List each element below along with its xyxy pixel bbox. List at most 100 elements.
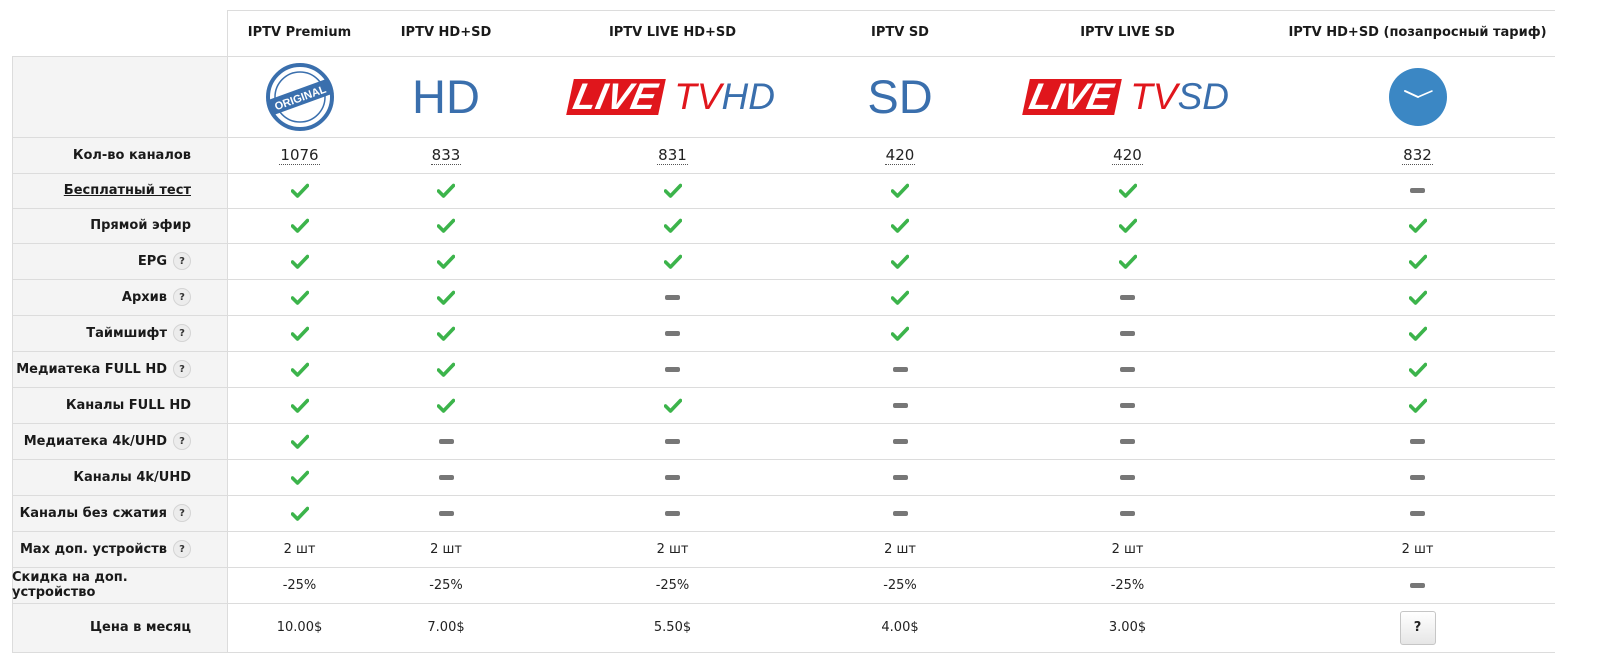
- plan-header: IPTV SD: [871, 25, 929, 40]
- discount-value: -25%: [655, 577, 690, 593]
- channel-count-link[interactable]: 831: [657, 145, 688, 165]
- feature-cell: [227, 387, 372, 423]
- check-icon: [891, 254, 909, 269]
- dash-icon: [1410, 188, 1425, 193]
- channel-count-link[interactable]: 420: [884, 145, 916, 165]
- check-icon: [1118, 218, 1137, 233]
- max-devices-cell: 2 шт: [520, 531, 825, 567]
- check-icon: [1408, 218, 1427, 233]
- row-divider: [12, 279, 1555, 280]
- price-value: 10.00$: [276, 620, 323, 635]
- help-icon[interactable]: ?: [173, 324, 191, 342]
- price-request-button[interactable]: ?: [1399, 610, 1436, 645]
- max-devices-cell: 2 шт: [825, 531, 975, 567]
- plan-logo: [1280, 56, 1555, 137]
- check-icon: [437, 326, 455, 341]
- feature-cell: [372, 173, 520, 208]
- help-icon[interactable]: ?: [173, 540, 191, 558]
- row-divider: [12, 603, 1555, 604]
- discount-cell: -25%: [227, 567, 372, 603]
- row-label-feature: Медиатека 4k/UHD?: [12, 423, 191, 459]
- tv-text: TV: [1130, 76, 1178, 117]
- price-cell: 10.00$: [227, 603, 372, 652]
- dash-icon: [1120, 330, 1135, 336]
- discount-value: -25%: [429, 577, 463, 593]
- dash-icon: [1120, 438, 1135, 444]
- discount-value: -25%: [1110, 577, 1145, 593]
- dash-icon: [1410, 438, 1425, 444]
- channels-cell: 833: [372, 137, 520, 173]
- check-icon: [1118, 183, 1137, 198]
- row-divider: [12, 423, 1555, 424]
- free-test-link-text[interactable]: Бесплатный тест: [63, 183, 191, 198]
- sd-logo: SD: [867, 70, 933, 123]
- check-icon: [891, 326, 909, 341]
- max-devices-cell: 2 шт: [372, 531, 520, 567]
- row-label-feature: Каналы 4k/UHD: [12, 459, 191, 495]
- channel-count-link[interactable]: 420: [1112, 145, 1143, 165]
- row-label-feature: Медиатека FULL HD?: [12, 351, 191, 387]
- check-icon: [437, 254, 455, 269]
- row-label-feature: Каналы FULL HD: [12, 387, 191, 423]
- check-icon: [663, 183, 682, 198]
- dash-icon: [892, 510, 908, 516]
- dash-icon: [1120, 510, 1135, 516]
- check-icon: [891, 218, 909, 233]
- plan-header: IPTV HD+SD: [400, 25, 492, 40]
- check-icon: [1408, 326, 1427, 341]
- help-icon[interactable]: ?: [173, 252, 191, 270]
- feature-cell: [1280, 423, 1555, 459]
- check-icon: [1408, 290, 1427, 305]
- feature-cell: [1280, 459, 1555, 495]
- row-label-discount: Скидка на доп. устройство: [12, 567, 191, 603]
- hd-logo: HD: [412, 70, 480, 123]
- feature-cell: [227, 423, 372, 459]
- live-text: LIVE: [1022, 76, 1123, 117]
- check-icon: [290, 506, 309, 521]
- check-icon: [891, 290, 909, 305]
- help-icon[interactable]: ?: [173, 432, 191, 450]
- dash-icon: [892, 474, 908, 480]
- plan-logo: HD: [372, 56, 520, 137]
- price-cell: ?: [1280, 603, 1555, 652]
- dash-icon: [438, 474, 454, 480]
- channel-count-link[interactable]: 833: [430, 145, 462, 165]
- row-divider: [12, 531, 1555, 532]
- channel-count-link[interactable]: 832: [1402, 145, 1433, 165]
- free-test-link: Бесплатный тест: [12, 173, 191, 208]
- dash-icon: [438, 510, 454, 516]
- discount-cell: [1280, 567, 1555, 603]
- dash-icon: [665, 510, 680, 516]
- price-value: 5.50$: [653, 620, 692, 635]
- dash-icon: [438, 438, 454, 444]
- feature-cell: [227, 351, 372, 387]
- feature-cell: [520, 423, 825, 459]
- clock-icon: [1388, 67, 1447, 126]
- channel-count-link[interactable]: 1076: [279, 145, 320, 165]
- row-label-max-devices-text: Max доп. устройств: [19, 541, 167, 557]
- channels-cell: 831: [520, 137, 825, 173]
- live-tv-logo: LIVE TV SD: [1022, 76, 1229, 117]
- check-icon: [290, 398, 309, 413]
- max-devices-value: 2 шт: [1111, 541, 1144, 557]
- feature-cell: [825, 279, 975, 315]
- plan-header: IPTV LIVE HD+SD: [608, 25, 737, 40]
- check-icon: [1408, 362, 1427, 377]
- plan-logo: LIVE TV SD: [975, 56, 1280, 137]
- row-label-feature: Таймшифт?: [12, 315, 191, 351]
- row-divider: [12, 652, 1555, 653]
- help-icon[interactable]: ?: [173, 288, 191, 306]
- row-divider: [12, 567, 1555, 568]
- dash-icon: [665, 438, 680, 444]
- feature-cell: [372, 387, 520, 423]
- check-icon: [891, 183, 909, 198]
- help-icon[interactable]: ?: [173, 360, 191, 378]
- dash-icon: [665, 366, 680, 372]
- row-label-feature-text: Медиатека FULL HD: [16, 361, 167, 377]
- dash-icon: [1120, 294, 1135, 300]
- help-icon[interactable]: ?: [173, 504, 191, 522]
- check-icon: [437, 398, 455, 413]
- discount-value: -25%: [883, 577, 917, 593]
- max-devices-value: 2 шт: [884, 541, 916, 557]
